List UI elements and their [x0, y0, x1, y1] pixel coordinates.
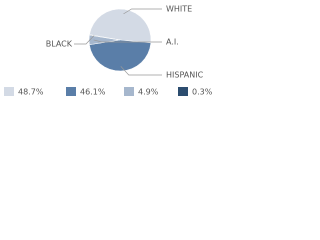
- pie-slice: [89, 34, 121, 41]
- slice-label: WHITE: [166, 5, 192, 14]
- chart: WHITE HISPANIC A.I. BLACK 48.7% 46.1% 4.9% 0.3%: [4, 5, 213, 97]
- leader-line: [93, 39, 162, 43]
- legend-label: 48.7%: [18, 88, 44, 97]
- pie-slice: [89, 39, 152, 72]
- legend-label: 46.1%: [80, 88, 106, 97]
- slice-label: A.I.: [166, 38, 179, 47]
- slice-label: BLACK: [46, 40, 73, 49]
- legend-swatch: [178, 87, 188, 96]
- legend-swatch: [66, 87, 76, 96]
- leader-line: [120, 66, 162, 76]
- legend-label: 4.9%: [138, 88, 159, 97]
- legend-swatch: [124, 87, 134, 96]
- legend-label: 0.3%: [192, 88, 213, 97]
- leader-line: [74, 35, 95, 45]
- slice-label: HISPANIC: [166, 71, 204, 80]
- leader-line: [123, 8, 162, 15]
- legend-swatch: [4, 87, 14, 96]
- pie-slice: [89, 8, 152, 44]
